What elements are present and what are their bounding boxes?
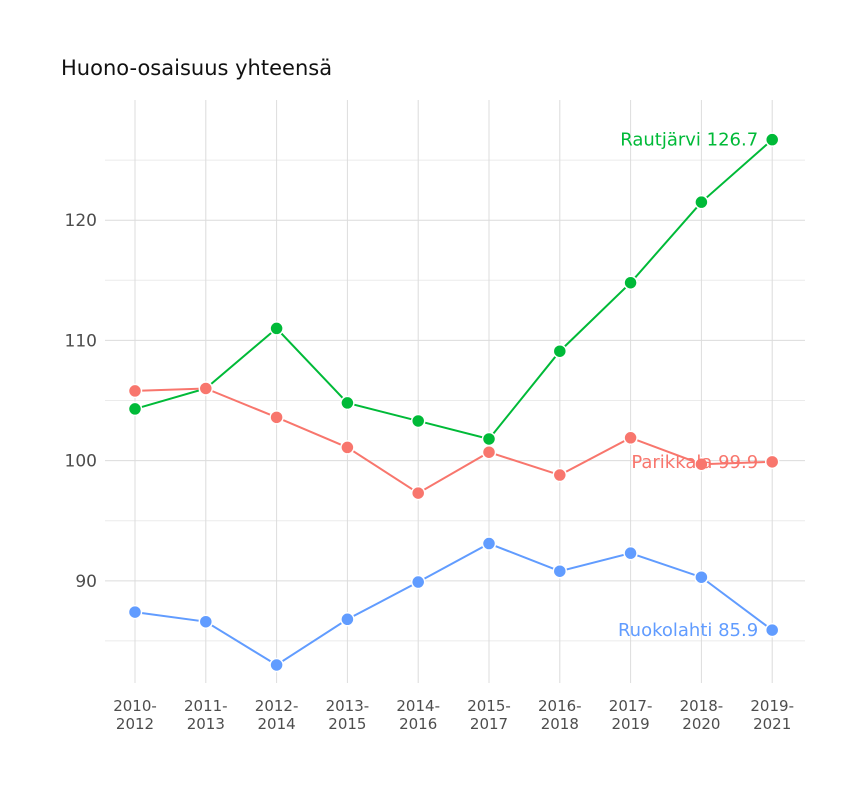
data-point-rautj-rvi: [340, 395, 355, 411]
y-tick-label: 110: [65, 331, 97, 351]
data-point-parikkala: [552, 467, 568, 483]
data-point-rautj-rvi: [410, 413, 426, 429]
chart-title: Huono-osaisuus yhteensä: [61, 56, 333, 80]
x-tick-label: 2013-2015: [326, 697, 370, 733]
series-group: [127, 132, 780, 673]
data-point-ruokolahti: [764, 622, 780, 638]
series-line-ruokolahti: [134, 542, 773, 667]
end-labels: Rautjärvi 126.7 Parikkala 99.9 Ruokolahti …: [618, 130, 758, 641]
data-point-ruokolahti: [552, 563, 568, 579]
data-point-parikkala: [694, 456, 709, 472]
y-tick-label: 120: [65, 211, 97, 231]
data-point-ruokolahti: [623, 545, 638, 561]
data-point-rautj-rvi: [623, 275, 638, 290]
x-tick-label: 2012-2014: [255, 697, 299, 733]
data-point-parikkala: [198, 381, 214, 396]
y-tick-label: 100: [65, 452, 97, 472]
data-point-rautj-rvi: [481, 431, 497, 447]
x-tick-label: 2015-2017: [467, 697, 511, 733]
data-point-parikkala: [764, 454, 780, 470]
data-point-parikkala: [340, 440, 355, 455]
y-axis-ticks: 90 100 110 120: [65, 211, 97, 592]
x-tick-label: 2010-2012: [113, 697, 157, 733]
end-label-ruokolahti: Ruokolahti 85.9: [618, 620, 758, 641]
data-point-rautj-rvi: [694, 194, 709, 210]
x-tick-label: 2017-2019: [609, 697, 653, 733]
x-tick-label: 2014-2016: [396, 697, 440, 733]
data-point-ruokolahti: [269, 657, 284, 673]
data-point-rautj-rvi: [127, 401, 143, 417]
data-point-rautj-rvi: [552, 343, 568, 359]
data-point-ruokolahti: [340, 612, 355, 627]
data-point-ruokolahti: [127, 604, 143, 620]
y-tick-label: 90: [75, 572, 97, 592]
data-point-ruokolahti: [694, 569, 709, 585]
data-point-ruokolahti: [481, 536, 497, 551]
data-point-parikkala: [269, 410, 284, 425]
series-line-rautj-rvi: [134, 138, 773, 441]
series-line-parikkala: [134, 387, 773, 495]
data-point-rautj-rvi: [269, 321, 284, 336]
data-point-parikkala: [623, 430, 638, 446]
data-point-rautj-rvi: [764, 132, 780, 147]
data-point-parikkala: [481, 444, 497, 460]
x-tick-label: 2018-2020: [680, 697, 724, 733]
x-tick-label: 2016-2018: [538, 697, 582, 733]
data-point-ruokolahti: [410, 574, 426, 590]
data-point-parikkala: [410, 485, 426, 501]
end-label-rautj-rvi: Rautjärvi 126.7: [620, 130, 758, 151]
x-axis-ticks: 2010-2012 2011-2013 2012-2014 2013-2015 2014…: [113, 697, 794, 733]
end-label-parikkala: Parikkala 99.9: [631, 452, 758, 473]
data-point-ruokolahti: [198, 614, 214, 629]
data-point-parikkala: [127, 383, 143, 399]
x-tick-label: 2019-2021: [750, 697, 794, 733]
x-tick-label: 2011-2013: [184, 697, 228, 733]
